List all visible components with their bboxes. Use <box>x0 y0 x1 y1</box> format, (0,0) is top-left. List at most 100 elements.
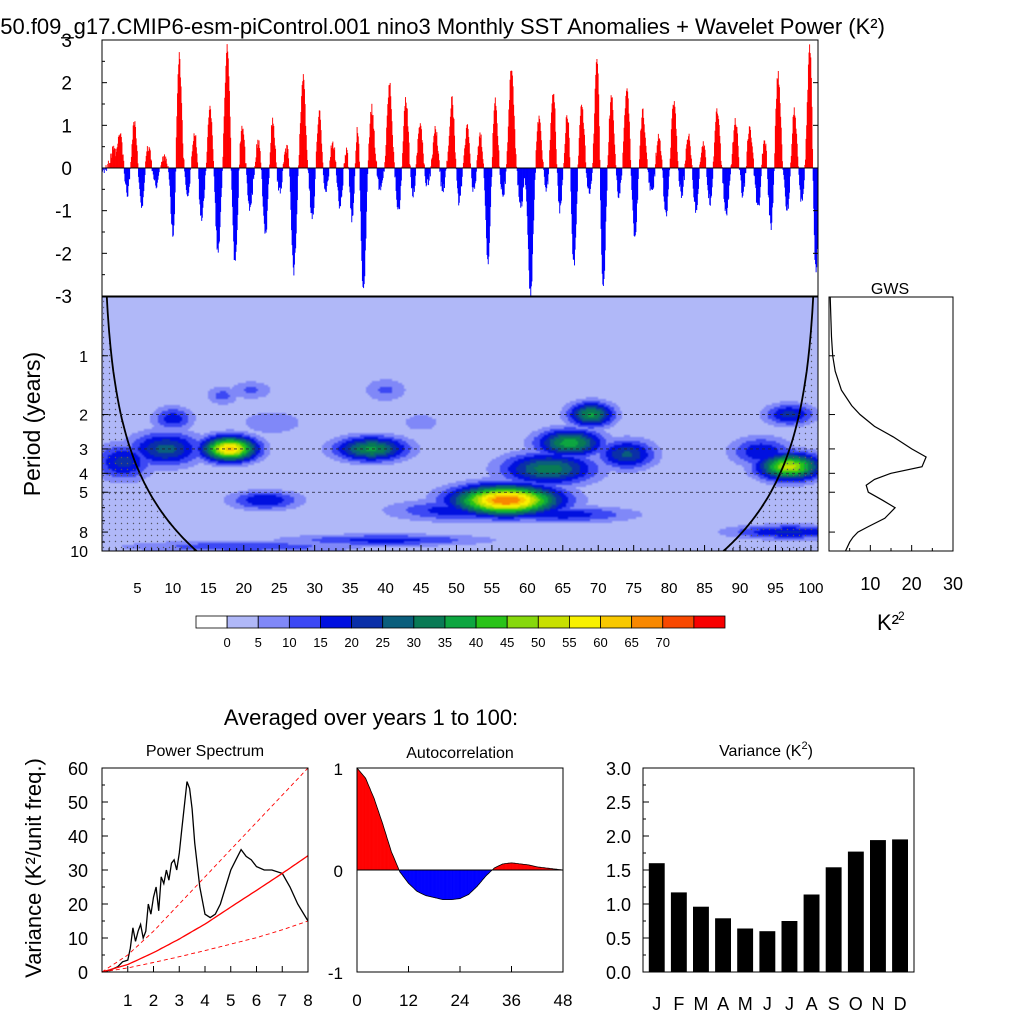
sst-bar <box>170 168 172 214</box>
sst-bar <box>674 106 676 168</box>
sst-bar <box>793 107 795 168</box>
sst-bar <box>708 168 710 199</box>
sst-bar <box>215 168 217 227</box>
sst-bar <box>434 126 436 168</box>
gws-title: GWS <box>871 281 909 298</box>
sst-bar <box>611 97 613 168</box>
sst-bar <box>379 168 381 186</box>
sst-bar <box>332 141 334 168</box>
sst-bar <box>406 107 408 168</box>
sst-bar <box>141 168 143 207</box>
sst-bar <box>377 168 379 178</box>
sst-bar <box>770 168 772 230</box>
sst-bar <box>477 155 479 168</box>
gws-axes: 10 20 30 2 <box>829 355 963 623</box>
sst-bar <box>236 168 238 231</box>
sst-bar <box>258 140 260 168</box>
sst-bar <box>711 168 713 196</box>
sst-bar <box>534 168 536 180</box>
power-spectrum-x-tick-label: 8 <box>303 991 312 1010</box>
sst-bar <box>523 168 525 179</box>
sst-bar <box>488 168 490 243</box>
variance-title-close: ) <box>808 743 813 760</box>
sst-bar <box>813 168 815 236</box>
sst-bar <box>714 142 715 168</box>
sst-bar <box>572 168 574 255</box>
sst-bar <box>547 168 549 185</box>
sst-bar <box>194 136 196 168</box>
sst-bar <box>701 146 703 168</box>
sst-bar <box>445 168 447 171</box>
sst-bar <box>693 168 695 202</box>
sst-bar <box>216 168 217 231</box>
sst-bar <box>689 146 691 168</box>
sst-bar <box>488 168 490 257</box>
colorbar: 0 5 10 15 20 25 30 35 40 45 50 55 60 65 70 <box>195 615 726 650</box>
sst-bar <box>344 154 346 168</box>
sst-bar <box>654 168 656 177</box>
sst-bar <box>493 123 495 168</box>
sst-bar <box>704 149 706 168</box>
sst-bar <box>592 162 594 168</box>
sst-bar <box>103 168 105 171</box>
sst-bar <box>663 168 665 202</box>
sst-bar <box>737 133 739 168</box>
sst-bar <box>672 108 674 168</box>
sst-bar <box>314 168 316 180</box>
sst-bar <box>756 168 758 203</box>
sst-bar <box>581 104 583 168</box>
autocorrelation-plot: Autocorrelation 0 12 24 36 48 1 0 -1 <box>328 745 573 1010</box>
autocorrelation-axes: 0 12 24 36 48 1 0 -1 <box>328 760 573 1010</box>
sst-bar <box>742 168 744 192</box>
sst-bar <box>358 161 360 168</box>
sst-bar <box>540 140 542 168</box>
sst-bar <box>801 168 803 200</box>
sst-bar <box>357 133 359 168</box>
sst-bar <box>444 168 445 189</box>
sst-bar <box>726 168 728 216</box>
sst-bar <box>269 164 271 168</box>
sst-bar <box>372 115 374 168</box>
sst-bar <box>790 155 792 168</box>
sst-bar <box>201 168 203 221</box>
sst-bar <box>513 104 515 168</box>
sst-bar <box>457 168 459 194</box>
sst-bar <box>411 168 413 188</box>
sst-y-tick-label: -3 <box>55 287 72 308</box>
variance-x-tick-label: D <box>894 994 907 1014</box>
sst-bar <box>667 168 669 190</box>
sst-bar <box>126 168 128 193</box>
sst-bar <box>376 168 378 176</box>
autocorrelation-title: Autocorrelation <box>406 745 514 762</box>
sst-bar <box>494 103 496 168</box>
sst-bar <box>783 168 785 180</box>
sst-bar <box>361 168 363 261</box>
sst-bar <box>519 168 521 203</box>
sst-bar <box>762 153 764 168</box>
sst-bar <box>122 154 124 168</box>
sst-bar <box>475 168 477 182</box>
sst-bar <box>465 127 467 168</box>
sst-bar <box>735 126 737 168</box>
sst-bar <box>305 135 307 168</box>
monthly-variance-plot: Variance (K2) J F M A M J J A S O N D3.02.52.01.51.… <box>606 740 915 1014</box>
sst-bar <box>535 168 536 173</box>
sst-bar <box>659 140 661 168</box>
sst-bar <box>212 149 214 168</box>
sst-bar <box>331 148 333 168</box>
sst-bar <box>431 157 433 168</box>
sst-bar <box>528 168 530 271</box>
sst-bar <box>188 168 190 193</box>
sst-bar <box>425 168 427 183</box>
sst-bar <box>646 159 648 168</box>
sst-bar <box>652 168 653 190</box>
sst-bar <box>648 168 650 183</box>
sst-bar <box>231 168 233 190</box>
sst-bar <box>160 165 162 168</box>
sst-bar <box>263 168 265 216</box>
sst-bar <box>645 145 647 168</box>
sst-bar <box>492 133 494 168</box>
sst-bar <box>816 168 818 250</box>
sst-bar <box>696 168 698 211</box>
sst-bar <box>550 122 552 168</box>
